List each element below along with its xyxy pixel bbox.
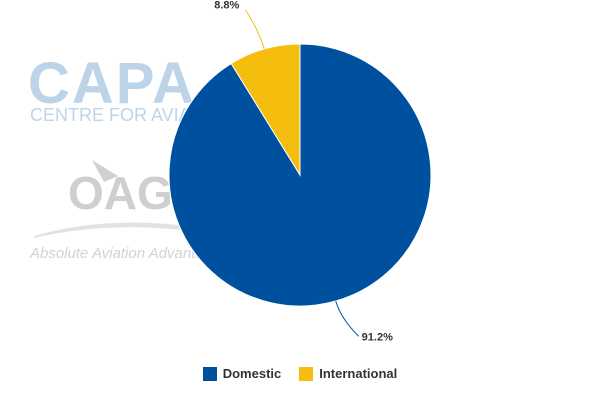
oag-logo-watermark: OAG bbox=[68, 167, 173, 219]
capa-logo-watermark: CAPA bbox=[28, 51, 196, 116]
legend-label-international: International bbox=[319, 366, 398, 381]
legend-swatch-international bbox=[299, 366, 314, 381]
legend: Domestic International bbox=[0, 366, 600, 381]
oag-underline-swoosh-icon bbox=[34, 222, 200, 238]
oag-swoosh-icon bbox=[92, 160, 118, 182]
leader-line-domestic bbox=[335, 300, 360, 337]
legend-label-domestic: Domestic bbox=[222, 366, 282, 381]
data-label-international: 8.8% bbox=[214, 0, 239, 12]
leader-line-international bbox=[244, 9, 265, 50]
data-label-domestic: 91.2% bbox=[362, 331, 393, 343]
oag-subtitle-watermark: Absolute Aviation Advantage bbox=[29, 245, 220, 262]
legend-item-domestic[interactable]: Domestic bbox=[202, 366, 282, 381]
legend-item-international[interactable]: International bbox=[299, 366, 397, 381]
data-labels: 91.2% 8.8% bbox=[214, 0, 393, 343]
legend-swatch-domestic bbox=[202, 366, 217, 381]
pie-slices bbox=[168, 43, 432, 307]
